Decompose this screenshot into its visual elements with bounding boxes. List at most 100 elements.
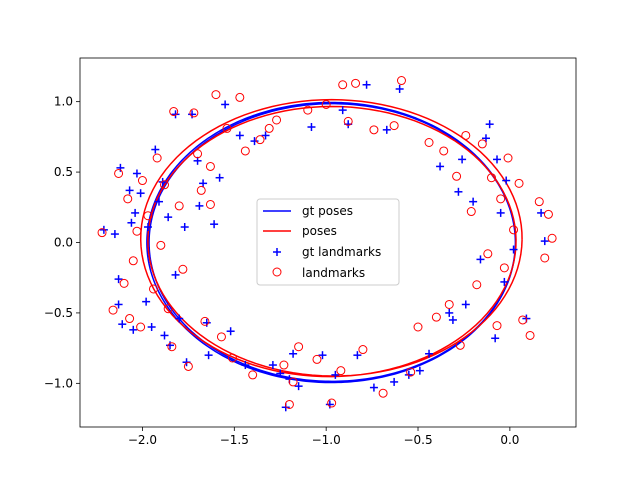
gt-landmark-point <box>268 361 277 370</box>
landmark-point <box>205 199 215 209</box>
landmark-point <box>389 121 399 131</box>
gt-landmark-point <box>294 382 303 391</box>
landmark-point <box>264 123 274 133</box>
landmark-point <box>248 370 258 380</box>
series-line-poses <box>139 98 523 378</box>
legend: gt poses poses gt landmarks landmarks <box>256 198 400 286</box>
gt-landmark-point <box>276 369 285 378</box>
landmark-point <box>193 149 203 159</box>
landmark-point <box>496 194 506 204</box>
landmark-point <box>189 108 199 118</box>
landmark-point <box>336 366 346 376</box>
gt-landmark-point <box>307 123 316 132</box>
landmark-point <box>358 345 368 355</box>
gt-landmark-point <box>204 351 213 360</box>
gt-landmark-point <box>221 100 230 109</box>
gt-landmark-point <box>129 325 138 334</box>
landmark-point <box>396 76 406 86</box>
landmark-point <box>534 197 544 207</box>
gt-landmark-point <box>114 300 123 309</box>
gt-landmark-point <box>151 145 160 154</box>
legend-landmarks-circle-icon <box>272 267 282 277</box>
gt-landmark-point <box>493 155 502 164</box>
gt-landmark-point <box>500 277 509 286</box>
gt-landmark-point <box>454 187 463 196</box>
gt-landmark-point <box>199 179 208 188</box>
landmark-point <box>472 280 482 290</box>
landmark-point <box>174 201 184 211</box>
gt-landmark-point <box>136 189 145 198</box>
landmark-point <box>321 99 331 109</box>
gt-landmark-point <box>436 162 445 171</box>
gt-landmark-point <box>226 327 235 336</box>
landmark-point <box>499 263 509 273</box>
y-axis: −1.0 −0.5 0.0 0.5 1.0 <box>44 95 80 390</box>
gt-landmark-point <box>125 186 134 195</box>
gt-landmark-point <box>175 314 184 323</box>
landmark-point <box>169 107 179 117</box>
gt-landmark-point <box>132 169 141 178</box>
legend-gt-poses-label: gt poses <box>302 204 353 218</box>
landmark-point <box>284 399 294 409</box>
landmark-point <box>492 321 502 331</box>
gt-landmark-point <box>180 223 189 232</box>
gt-landmark-point <box>540 237 549 246</box>
gt-landmark-point <box>537 208 546 217</box>
landmark-point <box>312 354 322 364</box>
landmark-point <box>439 146 449 156</box>
gt-landmark-point <box>395 84 404 93</box>
y-tick-label: −0.5 <box>44 306 73 320</box>
x-tick-label: −1.5 <box>220 433 249 447</box>
landmark-point <box>178 264 188 274</box>
gt-landmark-point <box>154 197 163 206</box>
landmark-point <box>406 367 416 377</box>
gt-landmark-point <box>331 370 340 379</box>
gt-landmark-point <box>99 225 108 234</box>
gt-landmark-point <box>158 177 167 186</box>
gt-landmark-point <box>118 320 127 329</box>
legend-poses-label: poses <box>302 224 337 238</box>
gt-landmark-point <box>160 331 169 340</box>
landmark-point <box>424 138 434 148</box>
landmark-point <box>148 284 158 294</box>
landmark-point <box>509 225 519 235</box>
landmark-point <box>461 130 471 140</box>
landmark-point <box>503 153 513 163</box>
landmark-point <box>216 332 226 342</box>
gt-landmark-point <box>131 208 140 217</box>
landmark-point <box>294 342 304 352</box>
legend-box <box>256 198 400 286</box>
landmark-point <box>444 299 454 309</box>
gt-landmark-point <box>142 297 151 306</box>
legend-gt-landmarks-plus-icon <box>273 248 281 256</box>
y-tick-label: −1.0 <box>44 376 73 390</box>
landmark-point <box>119 278 129 288</box>
landmark-point <box>540 253 550 263</box>
gt-landmark-point <box>458 155 467 164</box>
landmark-point <box>547 233 557 243</box>
landmark-point <box>143 211 153 221</box>
landmark-point <box>108 305 118 315</box>
landmark-point <box>205 161 215 171</box>
landmark-point <box>327 398 337 408</box>
gt-landmark-point <box>127 218 136 227</box>
series-gt-landmarks <box>99 80 549 412</box>
landmark-point <box>483 249 493 259</box>
gt-landmark-point <box>485 120 494 129</box>
gt-landmark-point <box>171 270 180 279</box>
gt-landmark-point <box>509 245 518 254</box>
gt-landmark-point <box>289 349 298 358</box>
landmark-point <box>255 135 265 145</box>
gt-landmark-point <box>171 110 180 119</box>
landmark-point <box>200 316 210 326</box>
landmark-point <box>136 322 146 332</box>
gt-landmark-point <box>415 366 424 375</box>
landmark-point <box>163 304 173 314</box>
landmark-point <box>183 361 193 371</box>
landmark-point <box>514 178 524 188</box>
landmark-point <box>452 171 462 181</box>
landmark-point <box>272 115 282 125</box>
landmark-point <box>486 173 496 183</box>
y-tick-label: 1.0 <box>54 95 73 109</box>
